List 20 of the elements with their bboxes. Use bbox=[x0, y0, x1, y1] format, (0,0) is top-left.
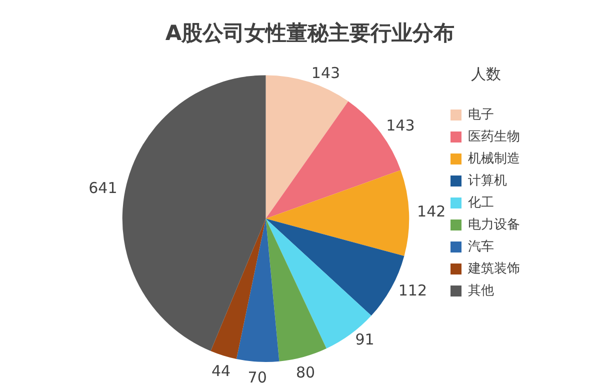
legend-label: 建筑装饰 bbox=[467, 261, 520, 276]
data-label: 112 bbox=[398, 282, 427, 300]
data-label: 143 bbox=[311, 64, 340, 82]
legend-label: 机械制造 bbox=[468, 151, 520, 166]
chart-title: A股公司女性董秘主要行业分布 bbox=[165, 21, 455, 46]
legend-label: 汽车 bbox=[468, 239, 494, 254]
legend-title: 人数 bbox=[470, 64, 501, 83]
data-label: 91 bbox=[355, 330, 374, 349]
legend-label: 医药生物 bbox=[468, 129, 520, 144]
legend-label: 电子 bbox=[468, 107, 494, 122]
legend-label: 计算机 bbox=[468, 173, 507, 188]
data-label: 70 bbox=[248, 368, 267, 387]
legend-label: 其他 bbox=[468, 283, 494, 298]
data-label: 44 bbox=[211, 362, 231, 380]
data-label: 641 bbox=[88, 178, 118, 197]
data-label: 80 bbox=[296, 364, 316, 382]
data-label: 142 bbox=[417, 202, 446, 220]
legend-label: 电力设备 bbox=[468, 217, 520, 232]
legend-label: 化工 bbox=[468, 195, 494, 210]
data-label: 143 bbox=[386, 116, 415, 135]
